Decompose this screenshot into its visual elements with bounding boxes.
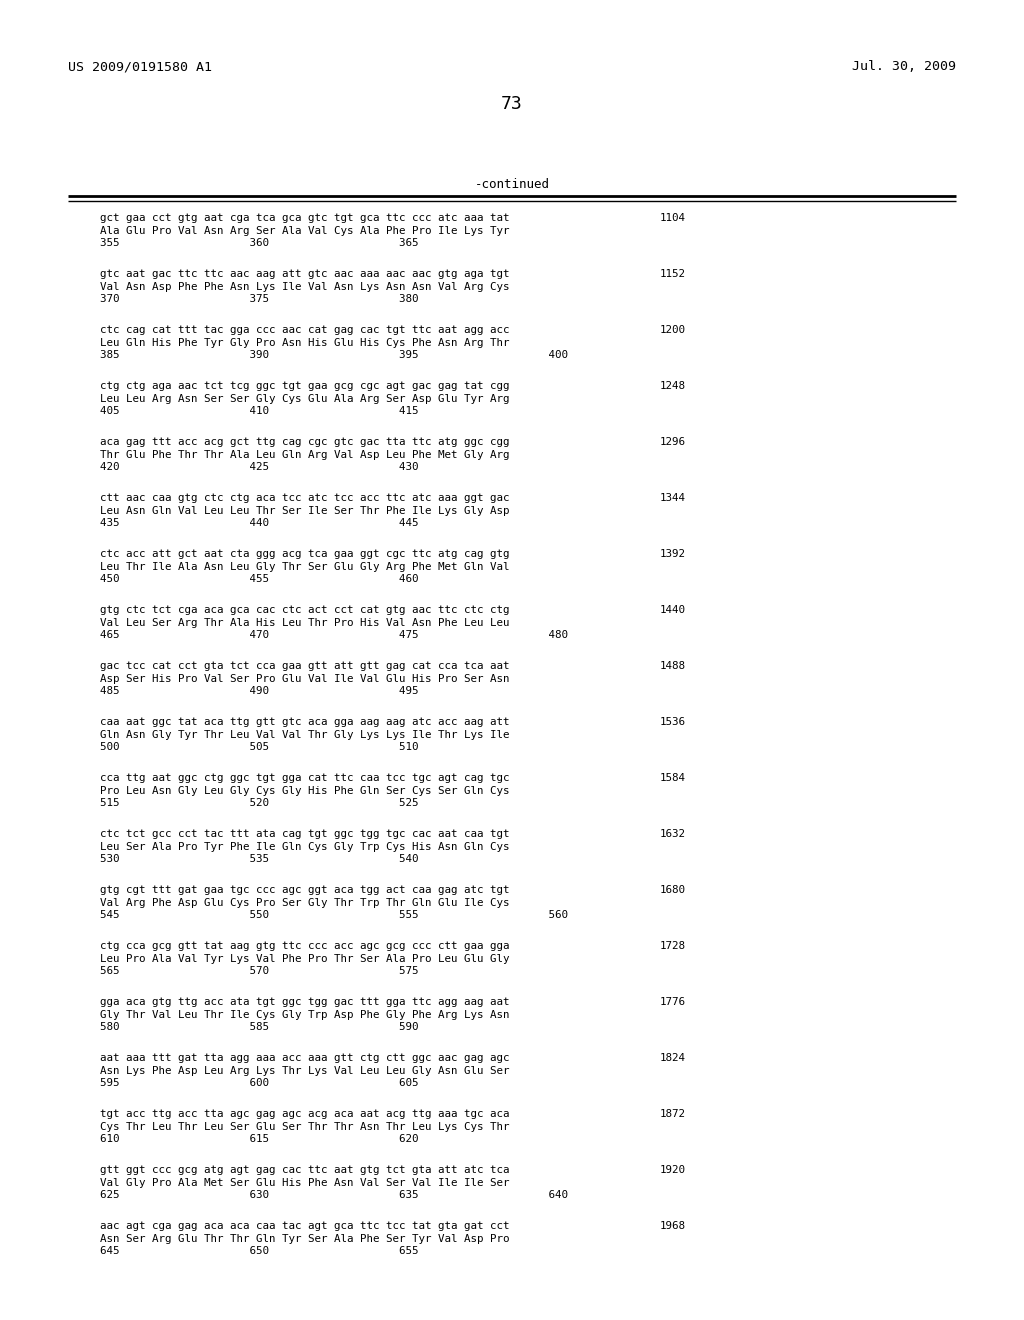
Text: gac tcc cat cct gta tct cca gaa gtt att gtt gag cat cca tca aat: gac tcc cat cct gta tct cca gaa gtt att …: [100, 661, 510, 671]
Text: 1488: 1488: [660, 661, 686, 671]
Text: 485                    490                    495: 485 490 495: [100, 686, 419, 696]
Text: ctg ctg aga aac tct tcg ggc tgt gaa gcg cgc agt gac gag tat cgg: ctg ctg aga aac tct tcg ggc tgt gaa gcg …: [100, 381, 510, 391]
Text: 1632: 1632: [660, 829, 686, 840]
Text: Ala Glu Pro Val Asn Arg Ser Ala Val Cys Ala Phe Pro Ile Lys Tyr: Ala Glu Pro Val Asn Arg Ser Ala Val Cys …: [100, 226, 510, 235]
Text: 1824: 1824: [660, 1053, 686, 1063]
Text: 1584: 1584: [660, 774, 686, 783]
Text: 565                    570                    575: 565 570 575: [100, 966, 419, 975]
Text: 355                    360                    365: 355 360 365: [100, 238, 419, 248]
Text: 1104: 1104: [660, 213, 686, 223]
Text: Leu Gln His Phe Tyr Gly Pro Asn His Glu His Cys Phe Asn Arg Thr: Leu Gln His Phe Tyr Gly Pro Asn His Glu …: [100, 338, 510, 347]
Text: caa aat ggc tat aca ttg gtt gtc aca gga aag aag atc acc aag att: caa aat ggc tat aca ttg gtt gtc aca gga …: [100, 717, 510, 727]
Text: Leu Thr Ile Ala Asn Leu Gly Thr Ser Glu Gly Arg Phe Met Gln Val: Leu Thr Ile Ala Asn Leu Gly Thr Ser Glu …: [100, 561, 510, 572]
Text: 1152: 1152: [660, 269, 686, 279]
Text: aat aaa ttt gat tta agg aaa acc aaa gtt ctg ctt ggc aac gag agc: aat aaa ttt gat tta agg aaa acc aaa gtt …: [100, 1053, 510, 1063]
Text: Asn Ser Arg Glu Thr Thr Gln Tyr Ser Ala Phe Ser Tyr Val Asp Pro: Asn Ser Arg Glu Thr Thr Gln Tyr Ser Ala …: [100, 1233, 510, 1243]
Text: gtt ggt ccc gcg atg agt gag cac ttc aat gtg tct gta att atc tca: gtt ggt ccc gcg atg agt gag cac ttc aat …: [100, 1166, 510, 1175]
Text: Pro Leu Asn Gly Leu Gly Cys Gly His Phe Gln Ser Cys Ser Gln Cys: Pro Leu Asn Gly Leu Gly Cys Gly His Phe …: [100, 785, 510, 796]
Text: Leu Pro Ala Val Tyr Lys Val Phe Pro Thr Ser Ala Pro Leu Glu Gly: Leu Pro Ala Val Tyr Lys Val Phe Pro Thr …: [100, 953, 510, 964]
Text: 1776: 1776: [660, 997, 686, 1007]
Text: 385                    390                    395                    400: 385 390 395 400: [100, 350, 568, 360]
Text: 610                    615                    620: 610 615 620: [100, 1134, 419, 1144]
Text: Cys Thr Leu Thr Leu Ser Glu Ser Thr Thr Asn Thr Leu Lys Cys Thr: Cys Thr Leu Thr Leu Ser Glu Ser Thr Thr …: [100, 1122, 510, 1131]
Text: 1872: 1872: [660, 1109, 686, 1119]
Text: aca gag ttt acc acg gct ttg cag cgc gtc gac tta ttc atg ggc cgg: aca gag ttt acc acg gct ttg cag cgc gtc …: [100, 437, 510, 447]
Text: 530                    535                    540: 530 535 540: [100, 854, 419, 865]
Text: 515                    520                    525: 515 520 525: [100, 799, 419, 808]
Text: ctc tct gcc cct tac ttt ata cag tgt ggc tgg tgc cac aat caa tgt: ctc tct gcc cct tac ttt ata cag tgt ggc …: [100, 829, 510, 840]
Text: gtc aat gac ttc ttc aac aag att gtc aac aaa aac aac gtg aga tgt: gtc aat gac ttc ttc aac aag att gtc aac …: [100, 269, 510, 279]
Text: Leu Asn Gln Val Leu Leu Thr Ser Ile Ser Thr Phe Ile Lys Gly Asp: Leu Asn Gln Val Leu Leu Thr Ser Ile Ser …: [100, 506, 510, 516]
Text: 1920: 1920: [660, 1166, 686, 1175]
Text: -continued: -continued: [474, 178, 550, 191]
Text: 1440: 1440: [660, 605, 686, 615]
Text: 1200: 1200: [660, 325, 686, 335]
Text: Jul. 30, 2009: Jul. 30, 2009: [852, 59, 956, 73]
Text: gct gaa cct gtg aat cga tca gca gtc tgt gca ttc ccc atc aaa tat: gct gaa cct gtg aat cga tca gca gtc tgt …: [100, 213, 510, 223]
Text: gtg ctc tct cga aca gca cac ctc act cct cat gtg aac ttc ctc ctg: gtg ctc tct cga aca gca cac ctc act cct …: [100, 605, 510, 615]
Text: 645                    650                    655: 645 650 655: [100, 1246, 419, 1257]
Text: cca ttg aat ggc ctg ggc tgt gga cat ttc caa tcc tgc agt cag tgc: cca ttg aat ggc ctg ggc tgt gga cat ttc …: [100, 774, 510, 783]
Text: 545                    550                    555                    560: 545 550 555 560: [100, 909, 568, 920]
Text: aac agt cga gag aca aca caa tac agt gca ttc tcc tat gta gat cct: aac agt cga gag aca aca caa tac agt gca …: [100, 1221, 510, 1232]
Text: 1392: 1392: [660, 549, 686, 558]
Text: 450                    455                    460: 450 455 460: [100, 574, 419, 583]
Text: 1344: 1344: [660, 492, 686, 503]
Text: gga aca gtg ttg acc ata tgt ggc tgg gac ttt gga ttc agg aag aat: gga aca gtg ttg acc ata tgt ggc tgg gac …: [100, 997, 510, 1007]
Text: 465                    470                    475                    480: 465 470 475 480: [100, 630, 568, 640]
Text: Thr Glu Phe Thr Thr Ala Leu Gln Arg Val Asp Leu Phe Met Gly Arg: Thr Glu Phe Thr Thr Ala Leu Gln Arg Val …: [100, 450, 510, 459]
Text: 1728: 1728: [660, 941, 686, 950]
Text: 1680: 1680: [660, 884, 686, 895]
Text: gtg cgt ttt gat gaa tgc ccc agc ggt aca tgg act caa gag atc tgt: gtg cgt ttt gat gaa tgc ccc agc ggt aca …: [100, 884, 510, 895]
Text: 420                    425                    430: 420 425 430: [100, 462, 419, 473]
Text: 370                    375                    380: 370 375 380: [100, 294, 419, 304]
Text: Asp Ser His Pro Val Ser Pro Glu Val Ile Val Glu His Pro Ser Asn: Asp Ser His Pro Val Ser Pro Glu Val Ile …: [100, 673, 510, 684]
Text: 1968: 1968: [660, 1221, 686, 1232]
Text: ctt aac caa gtg ctc ctg aca tcc atc tcc acc ttc atc aaa ggt gac: ctt aac caa gtg ctc ctg aca tcc atc tcc …: [100, 492, 510, 503]
Text: 1296: 1296: [660, 437, 686, 447]
Text: ctc acc att gct aat cta ggg acg tca gaa ggt cgc ttc atg cag gtg: ctc acc att gct aat cta ggg acg tca gaa …: [100, 549, 510, 558]
Text: US 2009/0191580 A1: US 2009/0191580 A1: [68, 59, 212, 73]
Text: Asn Lys Phe Asp Leu Arg Lys Thr Lys Val Leu Leu Gly Asn Glu Ser: Asn Lys Phe Asp Leu Arg Lys Thr Lys Val …: [100, 1065, 510, 1076]
Text: Leu Leu Arg Asn Ser Ser Gly Cys Glu Ala Arg Ser Asp Glu Tyr Arg: Leu Leu Arg Asn Ser Ser Gly Cys Glu Ala …: [100, 393, 510, 404]
Text: 1248: 1248: [660, 381, 686, 391]
Text: tgt acc ttg acc tta agc gag agc acg aca aat acg ttg aaa tgc aca: tgt acc ttg acc tta agc gag agc acg aca …: [100, 1109, 510, 1119]
Text: Leu Ser Ala Pro Tyr Phe Ile Gln Cys Gly Trp Cys His Asn Gln Cys: Leu Ser Ala Pro Tyr Phe Ile Gln Cys Gly …: [100, 842, 510, 851]
Text: Val Asn Asp Phe Phe Asn Lys Ile Val Asn Lys Asn Asn Val Arg Cys: Val Asn Asp Phe Phe Asn Lys Ile Val Asn …: [100, 281, 510, 292]
Text: ctc cag cat ttt tac gga ccc aac cat gag cac tgt ttc aat agg acc: ctc cag cat ttt tac gga ccc aac cat gag …: [100, 325, 510, 335]
Text: 405                    410                    415: 405 410 415: [100, 407, 419, 416]
Text: 435                    440                    445: 435 440 445: [100, 517, 419, 528]
Text: Val Gly Pro Ala Met Ser Glu His Phe Asn Val Ser Val Ile Ile Ser: Val Gly Pro Ala Met Ser Glu His Phe Asn …: [100, 1177, 510, 1188]
Text: 1536: 1536: [660, 717, 686, 727]
Text: 625                    630                    635                    640: 625 630 635 640: [100, 1191, 568, 1200]
Text: Gly Thr Val Leu Thr Ile Cys Gly Trp Asp Phe Gly Phe Arg Lys Asn: Gly Thr Val Leu Thr Ile Cys Gly Trp Asp …: [100, 1010, 510, 1019]
Text: 595                    600                    605: 595 600 605: [100, 1078, 419, 1088]
Text: 500                    505                    510: 500 505 510: [100, 742, 419, 752]
Text: ctg cca gcg gtt tat aag gtg ttc ccc acc agc gcg ccc ctt gaa gga: ctg cca gcg gtt tat aag gtg ttc ccc acc …: [100, 941, 510, 950]
Text: Gln Asn Gly Tyr Thr Leu Val Val Thr Gly Lys Lys Ile Thr Lys Ile: Gln Asn Gly Tyr Thr Leu Val Val Thr Gly …: [100, 730, 510, 739]
Text: Val Arg Phe Asp Glu Cys Pro Ser Gly Thr Trp Thr Gln Glu Ile Cys: Val Arg Phe Asp Glu Cys Pro Ser Gly Thr …: [100, 898, 510, 908]
Text: 73: 73: [501, 95, 523, 114]
Text: 580                    585                    590: 580 585 590: [100, 1022, 419, 1032]
Text: Val Leu Ser Arg Thr Ala His Leu Thr Pro His Val Asn Phe Leu Leu: Val Leu Ser Arg Thr Ala His Leu Thr Pro …: [100, 618, 510, 627]
